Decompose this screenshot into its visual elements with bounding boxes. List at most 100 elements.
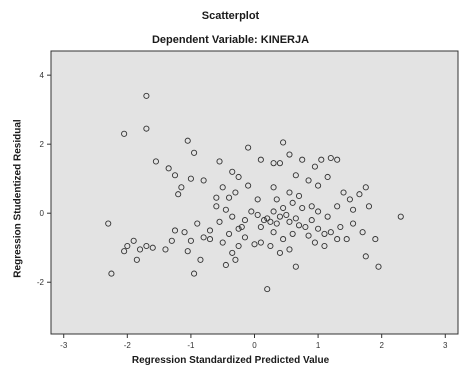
scatter-point [187, 175, 194, 182]
scatter-point [165, 165, 172, 172]
scatter-point [241, 234, 249, 241]
scatter-point [334, 203, 341, 210]
scatter-point [315, 225, 322, 232]
scatter-point [226, 194, 233, 201]
scatter-point [343, 236, 350, 243]
scatter-point [289, 230, 296, 237]
x-tick-label: -1 [187, 341, 195, 350]
x-tick-label: -2 [124, 341, 132, 350]
scatter-point [235, 173, 242, 181]
scatter-point [238, 223, 245, 231]
scatter-point [311, 239, 318, 246]
scatter-point [350, 206, 357, 213]
scatter-point [315, 182, 322, 189]
scatter-point [276, 249, 283, 256]
plot-background [50, 50, 459, 335]
scatter-point [254, 196, 261, 203]
scatter-point [219, 239, 226, 246]
scatter-point [280, 204, 287, 212]
scatter-point [311, 163, 318, 170]
scatter-point [280, 236, 287, 243]
scatter-point [149, 244, 156, 251]
scatter-point [292, 263, 299, 270]
scatter-point [292, 172, 299, 179]
x-tick-label: 3 [443, 341, 448, 350]
scatter-point [222, 206, 229, 213]
y-tick-label: 0 [40, 209, 45, 218]
scatter-point [229, 168, 236, 175]
scatter-point [340, 189, 347, 196]
scatter-point [270, 229, 277, 236]
scatter-point [286, 246, 293, 253]
scatter-point [232, 189, 239, 196]
scatter-point [124, 242, 131, 250]
scatter-point [251, 241, 258, 248]
scatter-point [362, 184, 369, 191]
scatter-point [324, 173, 331, 181]
scatter-point [295, 222, 303, 229]
scatter-point [264, 286, 271, 293]
scatter-point [327, 229, 334, 236]
x-tick-label: -3 [60, 341, 68, 350]
scatter-point [350, 220, 357, 227]
scatter-point [206, 236, 214, 243]
scatter-point [213, 203, 220, 210]
scatter-point [324, 213, 331, 220]
scatter-point [286, 218, 293, 225]
scatter-point [372, 236, 379, 243]
scatter-point [356, 191, 363, 198]
scatter-point [305, 232, 312, 239]
scatter-point [181, 229, 188, 236]
scatter-point [219, 184, 226, 191]
scatter-point [286, 151, 293, 158]
scatter-point [226, 230, 233, 237]
scatter-point [136, 246, 144, 253]
scatter-point [184, 248, 191, 255]
y-tick-label: 2 [40, 140, 45, 149]
scatter-point [191, 149, 198, 156]
scatter-point [245, 182, 252, 189]
scatter-point [375, 263, 382, 270]
scatter-point [318, 156, 325, 163]
scatter-point [105, 220, 112, 227]
scatter-point [267, 218, 274, 225]
scatter-point [334, 236, 341, 243]
scatter-point [200, 177, 207, 184]
scatter-point [299, 156, 306, 163]
scatter-point [232, 256, 239, 263]
scatter-point [315, 208, 322, 215]
scatter-point [346, 196, 353, 203]
y-tick-label: 4 [40, 71, 45, 80]
scatter-point [184, 137, 191, 144]
scatter-point [168, 237, 175, 244]
scatter-point [359, 229, 366, 236]
scatter-point [362, 253, 369, 260]
scatter-point [235, 225, 242, 232]
scatter-point [143, 242, 150, 250]
scatter-point [299, 204, 306, 212]
scatter-point [108, 270, 115, 277]
scatter-point [206, 227, 214, 234]
scatter-point [178, 184, 185, 191]
scatter-point [143, 92, 150, 99]
scatter-point [270, 208, 277, 215]
scatter-point [327, 154, 334, 162]
scatter-point [213, 194, 220, 201]
scatter-point [235, 242, 242, 250]
scatter-point [276, 213, 283, 220]
scatter-point [245, 144, 252, 151]
chart-subtitle: Dependent Variable: KINERJA [151, 34, 310, 46]
scatter-point [289, 199, 296, 206]
scatter-point [121, 130, 128, 137]
scatter-point [321, 230, 328, 237]
scatter-point [187, 237, 194, 244]
scatter-point [248, 208, 255, 215]
scatter-point [321, 242, 328, 250]
scatter-point [143, 125, 150, 132]
y-tick-label: -2 [37, 278, 45, 287]
scatter-point [280, 139, 287, 146]
scatter-point [308, 217, 315, 224]
scatter-point [270, 160, 277, 167]
